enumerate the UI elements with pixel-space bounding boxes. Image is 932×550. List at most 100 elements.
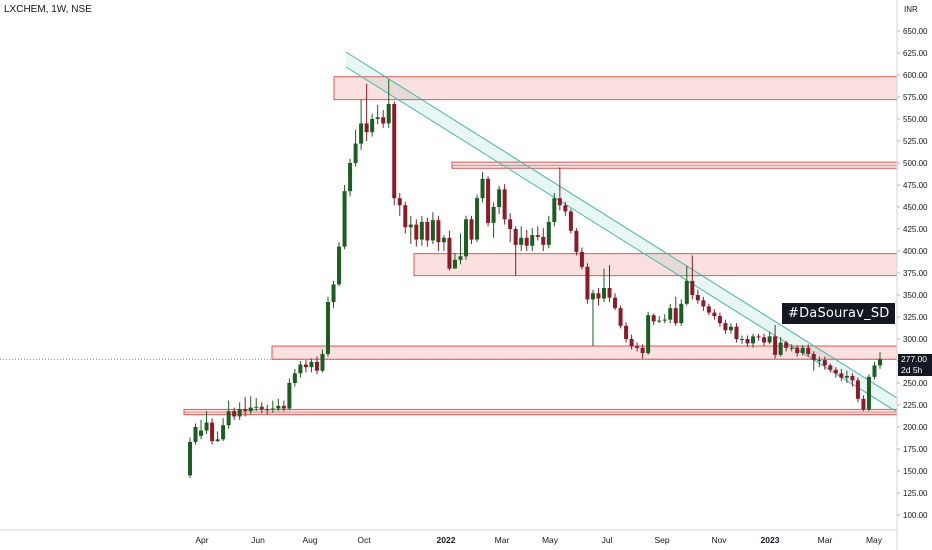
x-tick-label: Sep — [654, 535, 669, 545]
candle-body — [717, 316, 722, 324]
candle — [712, 309, 717, 320]
candle — [806, 344, 811, 357]
y-tick-label: 200.00 — [903, 423, 928, 432]
candle-body — [795, 347, 800, 354]
candle-body — [640, 347, 645, 354]
candle — [563, 201, 568, 216]
channel-lower-line — [345, 66, 898, 413]
candle-body — [502, 189, 507, 220]
candle-body — [475, 198, 480, 240]
candle-body — [480, 178, 485, 199]
candle-body — [679, 303, 684, 324]
candle — [359, 99, 364, 150]
last-price-value: 277.00 — [901, 354, 927, 364]
candle-body — [861, 398, 866, 410]
candle-body — [204, 422, 209, 431]
x-tick-label: Mar — [818, 535, 833, 545]
candle — [254, 397, 259, 412]
candle-body — [469, 219, 474, 240]
candle — [778, 337, 783, 357]
candle-body — [844, 375, 849, 378]
candle — [386, 79, 391, 128]
candle — [353, 129, 358, 167]
candle-body — [579, 251, 584, 267]
y-tick-label: 300.00 — [903, 335, 928, 344]
candle — [309, 358, 314, 373]
candle — [331, 280, 336, 309]
candle — [320, 349, 325, 373]
y-tick-label: 225.00 — [903, 401, 928, 410]
candle-body — [839, 373, 844, 378]
candle — [668, 303, 673, 324]
candle-body — [331, 284, 336, 303]
candle — [695, 289, 700, 304]
candle — [690, 255, 695, 300]
candle — [375, 104, 380, 125]
candle-body — [447, 237, 452, 269]
candle — [607, 265, 612, 303]
candle-body — [850, 375, 855, 381]
candle — [232, 407, 237, 420]
candle — [866, 374, 871, 412]
candle-body — [232, 411, 237, 417]
y-tick-label: 400.00 — [903, 247, 928, 256]
candle-body — [436, 220, 441, 243]
candle — [243, 397, 248, 417]
candle-body — [828, 365, 833, 370]
x-tick-label: Jul — [602, 535, 613, 545]
candle-body — [491, 207, 496, 223]
candle — [861, 395, 866, 412]
candle — [342, 185, 347, 250]
candle — [723, 319, 728, 334]
candle — [408, 215, 413, 244]
candle — [657, 316, 662, 324]
candle-body — [237, 409, 242, 417]
y-tick-label: 550.00 — [903, 115, 928, 124]
candle — [740, 335, 744, 345]
downtrend-channel — [345, 51, 898, 413]
x-tick-label: May — [866, 535, 883, 545]
candle-body — [199, 430, 204, 436]
candle-body — [784, 342, 789, 348]
candle — [596, 287, 601, 306]
candle — [292, 368, 297, 387]
candle — [248, 396, 253, 415]
candle — [303, 360, 308, 373]
candle-body — [751, 336, 756, 344]
candle-body — [188, 441, 192, 476]
candle-body — [728, 326, 733, 331]
candle-body — [635, 346, 640, 348]
candle-body — [270, 408, 275, 410]
candle — [756, 333, 761, 341]
last-price-tag: 277.00 2d 5h — [898, 354, 932, 376]
y-tick-label: 250.00 — [903, 379, 928, 388]
candle — [646, 311, 651, 355]
candle — [833, 367, 838, 378]
candle-body — [613, 297, 618, 309]
candle-body — [221, 425, 226, 440]
candle-body — [254, 406, 259, 408]
candle — [557, 167, 562, 211]
candle-body — [745, 339, 750, 344]
y-tick-label: 175.00 — [903, 445, 928, 454]
candle-body — [342, 191, 347, 247]
candle — [403, 201, 408, 234]
candle-body — [740, 339, 744, 340]
candle-body — [265, 409, 270, 411]
candle-body — [646, 315, 651, 354]
candle-body — [287, 383, 292, 409]
candles — [188, 79, 882, 479]
candle — [684, 265, 689, 306]
candle-body — [292, 373, 297, 383]
candle-body — [276, 405, 281, 409]
candle-body — [486, 178, 491, 223]
candle-body — [353, 143, 358, 163]
candle — [441, 235, 446, 251]
candle — [381, 110, 386, 128]
candle — [188, 437, 192, 479]
y-tick-label: 600.00 — [903, 71, 928, 80]
candle-body — [563, 205, 568, 212]
candle-body — [320, 353, 325, 371]
candle — [348, 158, 353, 197]
